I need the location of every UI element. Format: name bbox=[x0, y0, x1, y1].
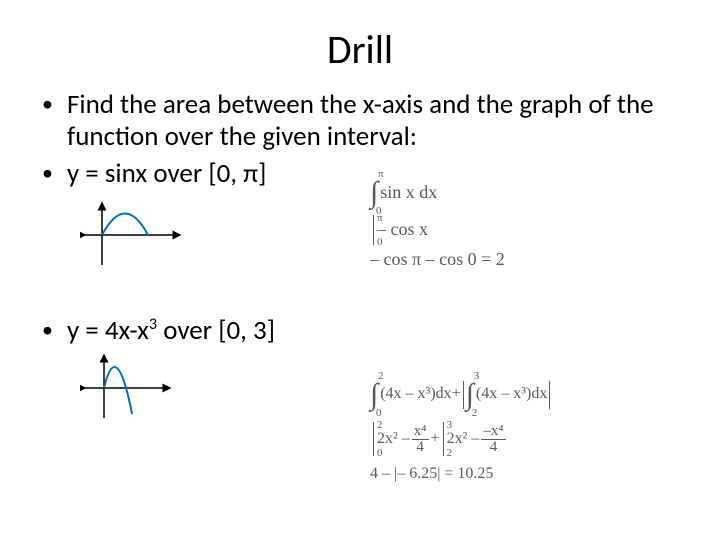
page-title: Drill bbox=[40, 25, 680, 74]
cubic-curve bbox=[104, 367, 132, 414]
integral-sign: ∫ 2 0 bbox=[370, 375, 378, 414]
text-part: over [0, 3] bbox=[157, 314, 275, 347]
text-part: y = 4x-x bbox=[67, 314, 149, 347]
math-line: ∫ π 0 sin x dx bbox=[370, 173, 505, 212]
bullet-text: y = 4x-x3 over [0, 3] bbox=[67, 315, 275, 347]
bullet-dot: • bbox=[42, 89, 53, 119]
int-upper: 2 bbox=[378, 369, 384, 383]
math-line: – cos π – cos 0 = 2 bbox=[370, 248, 505, 271]
integrand: sin x dx bbox=[380, 181, 437, 204]
math-result: – cos π – cos 0 = 2 bbox=[370, 248, 505, 271]
plus-sign: + bbox=[431, 429, 440, 450]
eval-bar: 3 2 bbox=[443, 422, 444, 456]
math-line: ∫ 2 0 (4x – x³)dx + ∫ 3 2 (4x – x³)dx bbox=[370, 375, 552, 414]
math-line: 2 0 2x² – x⁴ 4 + 3 2 2x² – –x⁴ 4 bbox=[370, 422, 552, 456]
bullet-list: • Find the area between the x-axis and t… bbox=[40, 89, 680, 190]
abs-bar bbox=[463, 381, 464, 409]
eval-upper: π bbox=[377, 211, 383, 225]
bullet-dot: • bbox=[42, 158, 53, 188]
bullet-problem-1: • y = sinx over [0, π] bbox=[40, 158, 680, 190]
denominator: 4 bbox=[414, 440, 426, 455]
int-lower: 2 bbox=[472, 406, 478, 420]
integral-sign: ∫ 3 2 bbox=[466, 375, 474, 414]
eval-lower: 0 bbox=[377, 446, 383, 460]
math-line: 4 – |– 6.25| = 10.25 bbox=[370, 464, 552, 485]
fraction: –x⁴ 4 bbox=[481, 424, 505, 455]
integral-sign: ∫ π 0 bbox=[370, 173, 378, 212]
int-upper: π bbox=[378, 167, 384, 181]
math-solution-2: ∫ 2 0 (4x – x³)dx + ∫ 3 2 (4x – x³)dx 2 … bbox=[370, 372, 552, 488]
math-result: 4 – |– 6.25| = 10.25 bbox=[370, 464, 493, 485]
bullet-intro: • Find the area between the x-axis and t… bbox=[40, 89, 680, 154]
eval-upper: 2 bbox=[377, 418, 383, 432]
bullet-dot: • bbox=[42, 315, 53, 345]
fraction: x⁴ 4 bbox=[412, 424, 429, 455]
bullet-text: Find the area between the x-axis and the… bbox=[67, 89, 680, 154]
eval-upper: 3 bbox=[447, 418, 453, 432]
abs-bar bbox=[549, 381, 550, 409]
slide: Drill • Find the area between the x-axis… bbox=[0, 0, 720, 540]
sine-curve bbox=[102, 214, 148, 236]
eval-lower: 2 bbox=[447, 446, 453, 460]
int-upper: 3 bbox=[474, 369, 480, 383]
math-line: π 0 – cos x bbox=[370, 215, 505, 245]
superscript: 3 bbox=[149, 315, 157, 334]
eval-bar: π 0 bbox=[373, 215, 374, 245]
math-solution-1: ∫ π 0 sin x dx π 0 – cos x – cos π – cos… bbox=[370, 170, 505, 274]
abs-value: ∫ 3 2 (4x – x³)dx bbox=[461, 375, 553, 414]
bullet-list-2: • y = 4x-x3 over [0, 3] bbox=[40, 315, 680, 347]
eval-lower: 0 bbox=[377, 235, 383, 249]
math-expr: – cos x bbox=[377, 218, 428, 241]
integrand: (4x – x³)dx bbox=[380, 384, 451, 405]
graph-svg bbox=[80, 352, 180, 422]
numerator: –x⁴ bbox=[481, 424, 505, 440]
numerator: x⁴ bbox=[412, 424, 429, 440]
bullet-problem-2: • y = 4x-x3 over [0, 3] bbox=[40, 315, 680, 347]
eval-bar: 2 0 bbox=[373, 422, 374, 456]
denominator: 4 bbox=[488, 440, 500, 455]
graph-svg bbox=[80, 200, 190, 270]
plus-sign: + bbox=[452, 384, 461, 405]
bullet-text: y = sinx over [0, π] bbox=[67, 158, 266, 190]
integrand: (4x – x³)dx bbox=[476, 384, 547, 405]
